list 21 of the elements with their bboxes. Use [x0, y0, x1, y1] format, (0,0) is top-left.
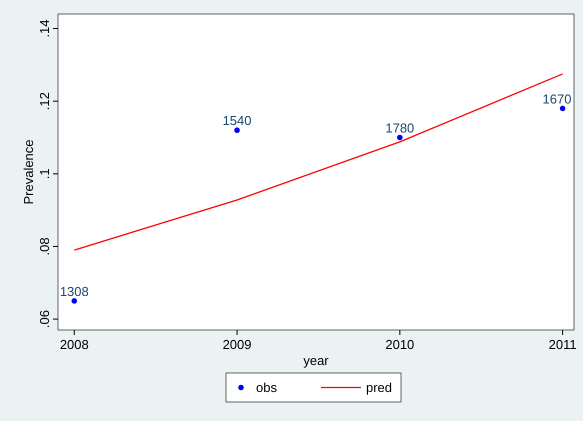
x-tick-label: 2010 [385, 337, 414, 352]
x-tick-label: 2008 [60, 337, 89, 352]
y-axis-title: Prevalence [21, 139, 36, 205]
point [71, 298, 78, 304]
x-axis-title: year [303, 353, 330, 368]
point [397, 134, 403, 140]
annotation: 1540 [222, 113, 252, 128]
y-tick-label: .14 [37, 19, 52, 38]
annotation: 1780 [385, 120, 414, 136]
x-tick-label: 2011 [548, 337, 577, 352]
annotation: 1308 [60, 284, 89, 299]
y-tick-label: .1 [37, 168, 52, 180]
y-tick-label: .06 [37, 310, 52, 328]
y-tick-label: .12 [37, 92, 52, 110]
point [560, 106, 566, 112]
legend-label: pred [366, 380, 392, 395]
y-tick-label: .08 [37, 237, 52, 256]
legend-label: obs [256, 380, 278, 395]
point [234, 127, 240, 134]
annotation: 1670 [542, 91, 572, 106]
x-tick-label: 2009 [222, 337, 252, 352]
